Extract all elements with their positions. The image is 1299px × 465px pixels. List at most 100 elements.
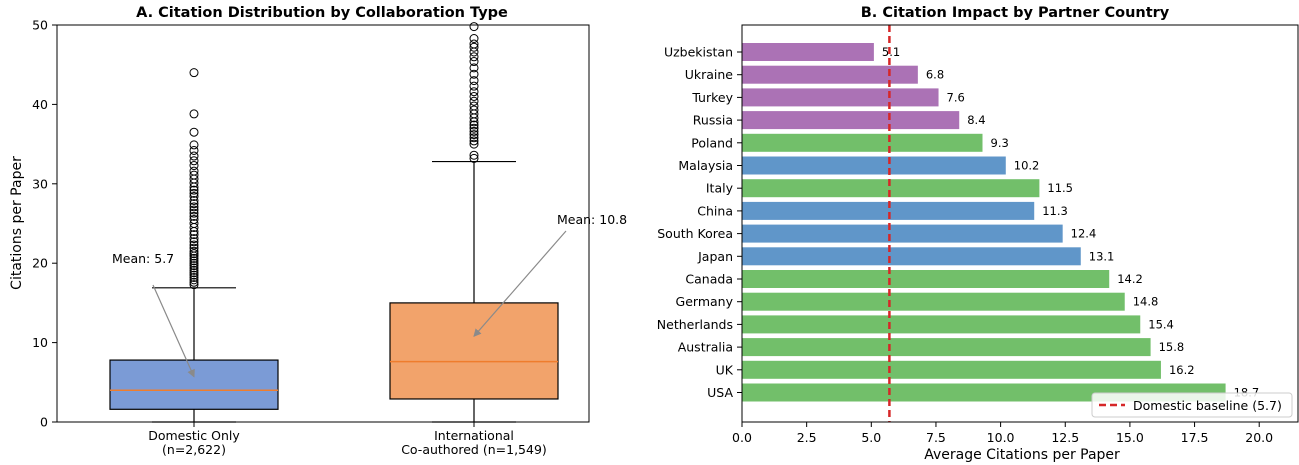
outlier-point [469,105,479,115]
panel-a-y-ticks: 0 10 20 30 40 50 [32,18,57,430]
panel-a-boxes [109,22,559,423]
bar-malaysia [742,156,1006,175]
bar-germany [742,292,1125,311]
panel-b-x-tick-label: 10.0 [987,430,1015,445]
bar-uzbekistan [742,43,874,61]
outlier-point [189,277,199,287]
bar-value-label: 14.8 [1133,295,1159,309]
outlier-point [469,87,479,97]
panel-b-category-label: Italy [706,181,734,196]
bar-canada [742,270,1110,288]
panel-a-y-tick-label: 0 [40,415,48,430]
bar-value-label: 12.4 [1071,227,1097,241]
panel-b-x-ticks: 0.0 2.5 5.0 7.5 10.0 12.5 15.0 17.5 20.0 [732,422,1273,445]
bar-netherlands [742,315,1141,334]
panel-b-x-axis-label: Average Citations per Paper [924,447,1120,463]
outlier-point [189,192,199,202]
outlier-point [469,69,479,79]
panel-b-x-tick-label: 5.0 [861,430,881,445]
panel-a-y-tick-label: 50 [32,18,48,33]
panel-a: A. Citation Distribution by Collaboratio… [9,5,627,457]
bar-value-label: 11.5 [1047,181,1073,195]
outlier-point [189,68,199,78]
panel-a-y-axis-label: Citations per Paper [9,156,25,290]
panel-b-category-label: UK [716,362,734,377]
outlier-point [189,219,199,228]
outlier-point [189,230,199,240]
outlier-point [469,33,479,43]
bar-value-label: 14.2 [1117,272,1143,286]
bar-uk [742,360,1161,379]
outlier-point [189,205,199,215]
outlier-point [469,42,479,52]
domestic-mean-annotation: Mean: 5.7 [112,251,174,266]
panel-b-x-tick-label: 0.0 [732,430,752,445]
panel-b-category-label: Germany [676,294,734,309]
panel-b-category-label: Russia [693,113,733,128]
outlier-point [469,81,479,91]
outlier-point [189,256,199,266]
outlier-point [469,39,479,49]
panel-b-category-label: Uzbekistan [664,45,733,60]
outlier-point [189,127,199,137]
outlier-point [469,96,479,106]
bar-value-label: 10.2 [1014,159,1040,173]
outlier-point [189,275,199,285]
bar-russia [742,111,960,130]
outlier-point [189,268,199,278]
outlier-point [469,153,479,163]
outlier-point [189,234,199,244]
bar-poland [742,133,983,152]
panel-b-x-tick-label: 7.5 [926,430,946,445]
panel-a-y-tick-label: 40 [32,97,48,112]
outlier-point [189,265,199,275]
panel-b: B. Citation Impact by Partner Country 5.… [657,5,1299,463]
outlier-point [189,237,199,247]
panel-b-category-label: Turkey [691,90,733,105]
outlier-point [469,101,479,111]
outlier-point [189,166,199,176]
panel-b-legend: Domestic baseline (5.7) [1091,392,1293,418]
outlier-point [469,130,479,140]
outlier-point [189,199,199,209]
outlier-point [469,120,479,130]
outlier-point [189,270,199,280]
outlier-point [469,136,479,146]
outlier-point [189,261,199,271]
bar-value-label: 7.6 [947,90,965,104]
bar-china [742,201,1035,220]
bar-japan [742,247,1081,266]
outlier-point [189,240,199,250]
outlier-point [189,215,199,225]
box-international [389,22,559,423]
bar-value-label: 15.4 [1148,317,1174,331]
bar-value-label: 9.3 [991,136,1009,150]
outlier-point [469,52,479,62]
panel-b-bars: 5.1 6.87.68.4 9.3 10.2 11.5 11.312.4 13.114.2 1… [742,43,1259,402]
box-domestic [109,68,279,423]
panel-a-annotations: Mean: 5.7 Mean: 10.8 [112,212,627,378]
outlier-point [469,139,479,149]
outlier-point [189,258,199,268]
outlier-point [189,161,199,171]
outlier-point [189,109,199,119]
outlier-point [189,202,199,212]
outlier-point [189,145,199,155]
bar-value-label: 15.8 [1159,340,1185,354]
outlier-point [189,263,199,273]
panel-b-x-tick-label: 2.5 [797,430,817,445]
panel-b-x-tick-label: 15.0 [1116,430,1144,445]
panel-b-x-tick-label: 12.5 [1051,430,1079,445]
outlier-point [189,156,199,166]
panel-b-category-label: Canada [685,272,733,287]
bar-value-label: 16.2 [1169,363,1195,377]
panel-a-x-tick-sublabel: Co-authored (n=1,549) [401,442,547,457]
panel-b-x-tick-label: 17.5 [1181,430,1209,445]
outlier-point [189,211,199,221]
outlier-point [189,185,199,195]
outlier-point [189,246,199,256]
outlier-point [189,253,199,263]
outlier-point [469,150,479,160]
international-mean-arrow [473,230,567,338]
legend-box [1091,392,1293,418]
